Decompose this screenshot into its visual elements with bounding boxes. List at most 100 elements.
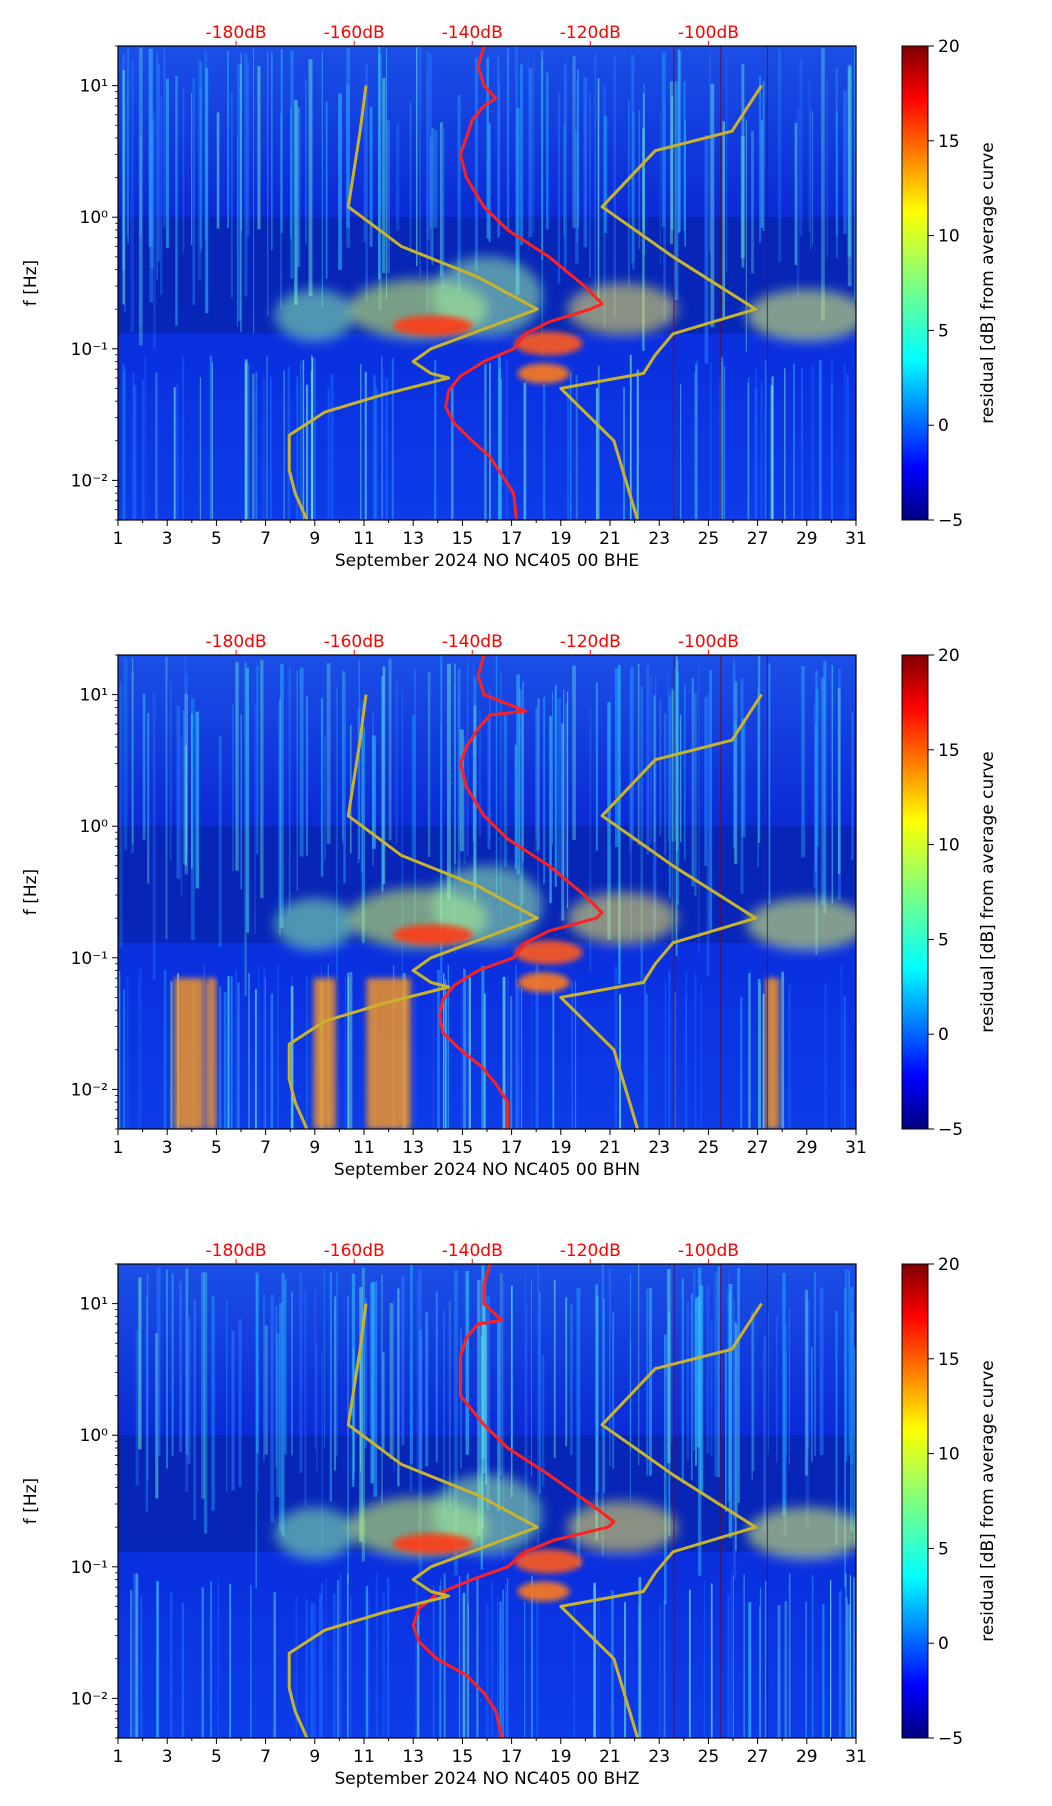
low-freq-streak: [266, 356, 268, 520]
low-freq-streak: [447, 964, 450, 1129]
x-tick-label: 11: [353, 1747, 375, 1767]
low-freq-streak: [847, 1604, 851, 1738]
noise-streak: [540, 49, 544, 260]
noise-streak: [227, 50, 230, 229]
noise-streak: [629, 1339, 632, 1502]
low-freq-streak: [381, 355, 383, 520]
low-freq-streak: [263, 966, 266, 1129]
noise-streak: [734, 681, 738, 865]
noise-streak: [806, 1299, 810, 1449]
noise-streak: [557, 698, 561, 877]
low-freq-streak: [552, 987, 555, 1129]
energy-burst: [746, 898, 856, 951]
noise-streak: [440, 127, 445, 289]
noise-streak: [271, 52, 273, 251]
low-freq-streak: [800, 368, 804, 520]
noise-streak: [381, 675, 384, 892]
x-axis-label: September 2024 NO NC405 00 BHN: [334, 1160, 640, 1180]
noise-streak: [342, 670, 344, 839]
low-freq-streak: [838, 1591, 842, 1738]
noise-streak: [691, 1293, 693, 1481]
noise-streak: [346, 84, 350, 228]
y-axis-label: f [Hz]: [21, 869, 41, 915]
noise-streak: [678, 50, 682, 232]
noise-streak: [388, 658, 392, 841]
low-freq-streak: [594, 1586, 596, 1738]
noise-streak: [642, 128, 645, 351]
noise-streak: [603, 116, 608, 233]
noise-streak: [236, 137, 239, 327]
low-freq-streak: [523, 382, 527, 520]
noise-streak: [808, 80, 811, 232]
colorbar-tick-label: −5: [938, 1120, 963, 1140]
noise-streak: [184, 693, 189, 875]
x-tick-label: 9: [309, 1138, 320, 1158]
noise-streak: [333, 1296, 337, 1471]
median-psd-curve: [444, 46, 604, 520]
noise-streak: [204, 51, 208, 240]
low-freq-streak: [516, 984, 519, 1129]
colorbar-tick-label: −5: [938, 511, 963, 531]
noise-streak: [165, 656, 168, 940]
x-tick-label: 13: [402, 1747, 424, 1767]
noise-streak: [704, 135, 709, 364]
noise-streak: [342, 708, 345, 845]
low-freq-streak: [504, 1584, 507, 1738]
x-tick-label: 7: [260, 1747, 271, 1767]
noise-streak: [203, 1272, 208, 1534]
x-tick-label: 17: [501, 1747, 523, 1767]
top-tick-label: -160dB: [324, 1241, 385, 1261]
low-freq-streak: [375, 386, 378, 520]
low-freq-streak: [489, 362, 491, 520]
low-noise-model-curve: [287, 85, 539, 520]
energy-burst: [274, 1507, 355, 1560]
low-freq-streak: [624, 1602, 627, 1738]
low-freq-streak: [575, 980, 577, 1129]
high-noise-model-curve: [559, 84, 763, 520]
noise-streak: [714, 1272, 719, 1477]
low-freq-streak: [368, 1602, 370, 1738]
low-freq-streak: [283, 369, 285, 520]
low-freq-streak: [840, 964, 843, 1129]
low-freq-streak: [829, 1580, 832, 1738]
noise-streak: [264, 1325, 268, 1455]
x-tick-label: 27: [747, 1747, 769, 1767]
noise-streak: [184, 744, 188, 866]
noise-streak: [440, 655, 443, 985]
low-freq-streak: [345, 975, 347, 1129]
low-freq-streak: [638, 1577, 642, 1738]
low-freq-streak: [757, 979, 761, 1129]
noise-streak: [142, 693, 146, 840]
low-freq-streak: [759, 983, 762, 1129]
low-freq-streak: [223, 992, 227, 1129]
noise-streak: [837, 668, 841, 900]
x-tick-label: 5: [211, 529, 222, 549]
x-tick-label: 3: [162, 1138, 173, 1158]
noise-streak: [401, 689, 403, 996]
low-freq-streak: [327, 387, 330, 520]
noise-streak: [354, 1274, 356, 1472]
low-freq-streak: [252, 373, 255, 520]
noise-streak: [192, 77, 196, 305]
low-freq-streak: [788, 1573, 791, 1738]
noise-streak: [675, 655, 678, 956]
noise-streak: [419, 1336, 423, 1475]
y-tick-label: 10⁰: [80, 208, 109, 228]
noise-streak: [570, 1304, 573, 1456]
noise-streak: [275, 1333, 280, 1498]
noise-streak: [349, 724, 352, 854]
low-freq-streak: [306, 975, 308, 1129]
noise-streak: [788, 1308, 790, 1465]
y-axis-label: f [Hz]: [21, 260, 41, 306]
low-freq-streak: [264, 977, 266, 1129]
noise-streak: [745, 119, 748, 352]
low-freq-streak: [122, 363, 125, 520]
x-tick-label: 7: [260, 1138, 271, 1158]
low-freq-streak: [505, 1595, 508, 1738]
noise-streak: [674, 81, 679, 300]
low-freq-streak: [749, 969, 751, 1129]
noise-streak: [733, 659, 735, 849]
energy-burst: [567, 283, 678, 336]
low-freq-streak: [543, 384, 546, 520]
noise-streak: [638, 1264, 640, 1466]
